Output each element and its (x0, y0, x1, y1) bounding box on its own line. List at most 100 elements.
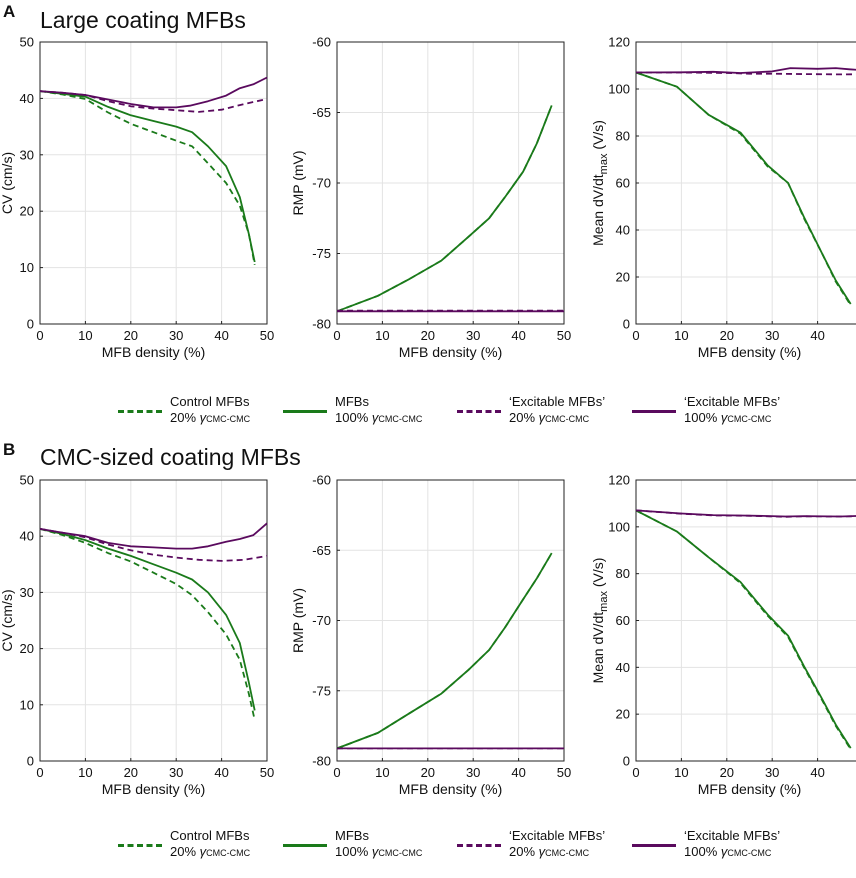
x-tick-label: 10 (78, 328, 92, 343)
y-tick-label: 40 (20, 91, 34, 106)
x-tick-label: 20 (720, 328, 734, 343)
y-tick-label: 0 (27, 754, 34, 769)
legend-pct-control-mfbs: 20% (170, 844, 200, 859)
series-line-4 (40, 78, 267, 108)
series-line-4 (636, 68, 856, 73)
y-tick-label: -60 (312, 473, 331, 488)
y-tick-label: 80 (616, 566, 630, 581)
x-tick-label: 40 (511, 328, 525, 343)
legend-label-mfbs: MFBs (335, 828, 422, 844)
y-tick-label: -75 (312, 246, 331, 261)
series-line-1 (636, 73, 851, 306)
y-tick-label: -70 (312, 613, 331, 628)
legend-swatch-control-mfbs (118, 844, 162, 847)
y-axis-label: RMP (mV) (290, 588, 306, 653)
y-tick-label: -65 (312, 105, 331, 120)
y-axis-label-sub: max (598, 591, 610, 612)
y-axis-label-main: Mean dV/dt (590, 174, 606, 246)
series-line-1 (40, 91, 255, 265)
x-tick-label: 10 (375, 328, 389, 343)
y-tick-label: 40 (616, 223, 630, 238)
y-tick-label: -75 (312, 683, 331, 698)
series-line-1 (636, 510, 851, 749)
x-tick-label: 40 (214, 765, 228, 780)
x-tick-label: 20 (124, 328, 138, 343)
legend-pct-mfbs: 100% (335, 844, 372, 859)
x-tick-label: 0 (36, 765, 43, 780)
legend-label-control-mfbs: Control MFBs (170, 828, 250, 844)
x-axis-label: MFB density (%) (698, 781, 801, 797)
series-line-2 (40, 91, 255, 262)
y-tick-label: 50 (20, 35, 34, 50)
legend-pct-mfbs: 100% (335, 410, 372, 425)
y-tick-label: -65 (312, 543, 331, 558)
legend-pct-excitable-100: 100% (684, 410, 721, 425)
y-tick-label: 20 (616, 270, 630, 285)
x-axis-label: MFB density (%) (399, 781, 502, 797)
legend-label-control-mfbs: Control MFBs (170, 394, 250, 410)
legend-sub-excitable-20: CMC-CMC (545, 848, 589, 858)
x-tick-label: 30 (466, 765, 480, 780)
y-axis-label-sub: max (598, 153, 610, 174)
y-tick-label: 40 (616, 660, 630, 675)
legend-swatch-control-mfbs (118, 410, 162, 413)
x-tick-label: 0 (333, 765, 340, 780)
x-tick-label: 20 (720, 765, 734, 780)
y-tick-label: 20 (20, 204, 34, 219)
series-line-2 (337, 553, 552, 748)
y-tick-label: 0 (623, 754, 630, 769)
x-tick-label: 40 (511, 765, 525, 780)
x-tick-label: 30 (466, 328, 480, 343)
y-tick-label: 60 (616, 613, 630, 628)
y-tick-label: 0 (27, 317, 34, 332)
y-tick-label: 120 (608, 35, 630, 50)
x-tick-label: 10 (674, 765, 688, 780)
legend-sub-excitable-100: CMC-CMC (727, 848, 771, 858)
x-tick-label: 50 (557, 328, 571, 343)
legend-label-excitable-20: ‘Excitable MFBs’ (509, 828, 605, 844)
x-tick-label: 30 (765, 328, 779, 343)
legend-sub-excitable-20: CMC-CMC (545, 414, 589, 424)
y-tick-label: 20 (616, 707, 630, 722)
x-tick-label: 20 (124, 765, 138, 780)
x-tick-label: 10 (674, 328, 688, 343)
x-tick-label: 0 (632, 328, 639, 343)
x-tick-label: 40 (810, 765, 824, 780)
y-axis-label: Mean dV/dtmax (V/s) (590, 558, 610, 684)
y-tick-label: -80 (312, 754, 331, 769)
legend-sub-mfbs: CMC-CMC (378, 848, 422, 858)
legend-pct-excitable-20: 20% (509, 844, 539, 859)
series-line-1 (337, 553, 552, 748)
legend-pct-control-mfbs: 20% (170, 410, 200, 425)
series-line-2 (636, 73, 851, 305)
x-axis-label: MFB density (%) (698, 344, 801, 360)
x-tick-label: 50 (260, 765, 274, 780)
legend-pct-excitable-20: 20% (509, 410, 539, 425)
series-line-1 (40, 529, 255, 720)
y-axis-label-unit: (V/s) (590, 558, 606, 591)
y-tick-label: 60 (616, 176, 630, 191)
y-tick-label: -80 (312, 317, 331, 332)
legend-label-excitable-100: ‘Excitable MFBs’ (684, 394, 780, 410)
x-axis-label: MFB density (%) (102, 781, 205, 797)
y-tick-label: 120 (608, 473, 630, 488)
series-line-2 (636, 510, 851, 748)
series-line-1 (337, 105, 552, 311)
legend-b: Control MFBs 20% γCMC-CMC MFBs 100% γCMC… (0, 828, 856, 878)
legend-swatch-excitable-20 (457, 410, 501, 413)
x-tick-label: 40 (214, 328, 228, 343)
series-line-2 (337, 105, 552, 311)
chart-a-3: 01020304050020406080100120MFB density (%… (590, 35, 856, 361)
x-tick-label: 10 (78, 765, 92, 780)
x-tick-label: 40 (810, 328, 824, 343)
x-axis-label: MFB density (%) (102, 344, 205, 360)
plot-frame (40, 480, 267, 761)
y-tick-label: 10 (20, 260, 34, 275)
y-tick-label: 30 (20, 147, 34, 162)
x-tick-label: 30 (765, 765, 779, 780)
y-tick-label: 10 (20, 697, 34, 712)
